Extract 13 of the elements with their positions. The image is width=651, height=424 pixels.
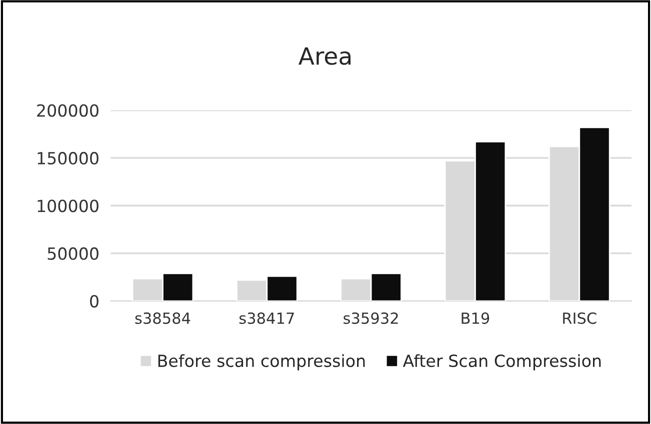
chart-title: Area xyxy=(298,47,351,65)
y-tick-label: 200000 xyxy=(37,104,98,117)
x-tick-label: RISC xyxy=(563,312,596,324)
x-tick-label: s38417 xyxy=(239,312,294,324)
y-tick-label: 50000 xyxy=(48,247,98,260)
legend-label: Before scan compression xyxy=(158,354,365,370)
x-tick-label: s35932 xyxy=(344,312,398,324)
legend-label: After Scan Compression xyxy=(402,354,601,370)
x-tick-label: s38584 xyxy=(135,312,190,324)
y-tick-label: 0 xyxy=(90,295,98,308)
y-tick-label: 150000 xyxy=(38,152,98,165)
x-tick-label: B19 xyxy=(462,312,490,324)
y-tick-label: 100000 xyxy=(38,200,98,212)
